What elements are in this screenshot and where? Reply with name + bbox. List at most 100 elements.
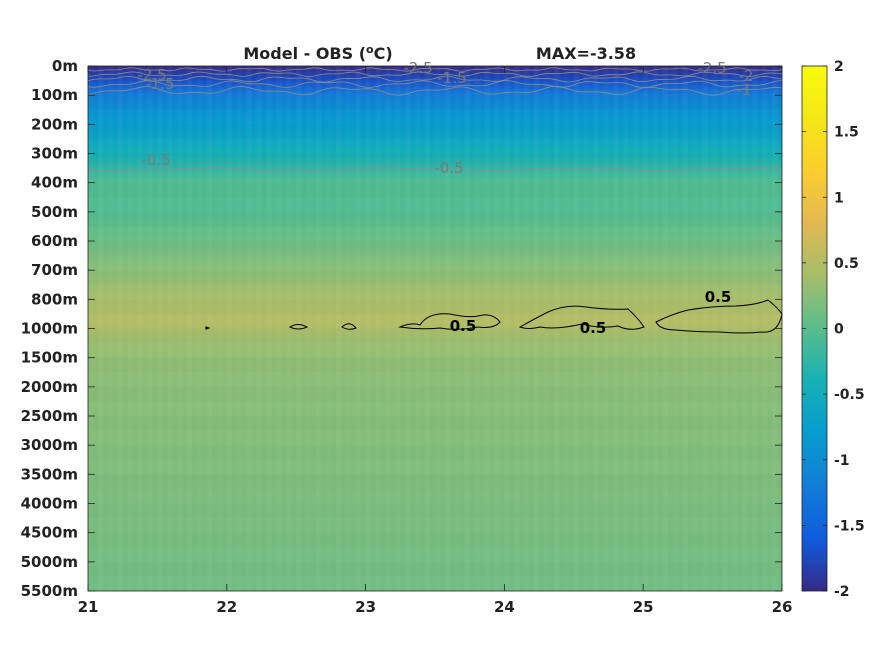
chart-title: Model - OBS (oC) <box>243 43 392 63</box>
texture-band <box>722 66 728 591</box>
texture-band <box>88 124 782 139</box>
texture-band <box>167 66 173 591</box>
contour-label: -2.5 <box>403 59 432 77</box>
contour-label: -2.5 <box>697 59 726 77</box>
texture-band <box>88 299 782 314</box>
y-tick-label: 4500m <box>21 524 78 542</box>
contour-line <box>87 80 783 89</box>
x-tick-label: 26 <box>772 598 793 616</box>
contour-line <box>87 85 783 96</box>
contour-line <box>398 313 501 330</box>
x-tick-label: 23 <box>355 598 376 616</box>
y-tick-label: 2000m <box>21 378 78 396</box>
texture-band <box>88 329 782 344</box>
contour-label: 0.5 <box>705 288 732 306</box>
texture-band <box>88 474 782 489</box>
max-annotation: MAX=-3.58 <box>536 44 636 63</box>
contour-label: -2.5 <box>137 66 166 84</box>
x-tick-label: 21 <box>78 598 99 616</box>
texture-band <box>97 66 103 591</box>
texture-band <box>375 66 381 591</box>
contour-line <box>87 75 783 83</box>
y-tick-label: 1500m <box>21 349 78 367</box>
texture-band <box>613 66 619 591</box>
y-tick-label: 600m <box>31 232 78 250</box>
texture-band <box>246 66 252 591</box>
texture-band <box>593 66 599 591</box>
texture-band <box>355 66 361 591</box>
x-tick-label: 22 <box>216 598 237 616</box>
x-tick-label: 25 <box>633 598 654 616</box>
y-tick-label: 400m <box>31 174 78 192</box>
y-axis: 0m 100m 200m 300m 400m 500m 600m 700m 800m 1000m 1… <box>21 57 782 600</box>
colorbar-tick-label: -1.5 <box>834 518 865 534</box>
contour-label: -1 <box>737 81 752 99</box>
texture-band <box>207 66 212 591</box>
texture-band <box>88 212 782 227</box>
texture-band <box>226 66 232 591</box>
y-tick-label: 3000m <box>21 436 78 454</box>
colorbar-tick-label: 0.5 <box>834 256 859 272</box>
texture-band <box>643 66 649 591</box>
colorbar-tick-label: -0.5 <box>834 387 865 403</box>
texture-band <box>137 66 143 591</box>
contour-label: -2 <box>739 67 754 85</box>
y-tick-label: 500m <box>31 203 78 221</box>
contour-line <box>87 67 783 72</box>
contour-line <box>87 71 783 77</box>
texture-band <box>573 66 579 591</box>
y-tick-label: 800m <box>31 290 78 308</box>
x-axis: 21 22 23 24 25 26 <box>78 66 793 616</box>
texture-band <box>88 416 782 431</box>
texture-band <box>742 66 748 591</box>
plot-area: -2.5-1.5-2.5-1.5-2.5 -2-1-0.5 -0.50.5 0.50.… <box>87 59 783 592</box>
texture-band <box>88 358 782 373</box>
contour-line <box>518 305 645 330</box>
texture-band <box>405 66 411 591</box>
contour-line <box>87 167 783 172</box>
contour-label: -0.5 <box>434 159 463 177</box>
colorbar-tick-label: 0 <box>834 322 844 338</box>
y-tick-label: 300m <box>31 145 78 163</box>
contour-label: -0.5 <box>141 151 170 169</box>
colorbar-tick-label: 1 <box>834 190 844 206</box>
contour-line <box>205 326 211 330</box>
colorbar-tick-label: 1.5 <box>834 125 859 141</box>
y-tick-label: 700m <box>31 261 78 279</box>
texture-band <box>484 66 490 591</box>
texture-band <box>682 66 688 591</box>
contour-line <box>288 324 309 330</box>
texture-band <box>88 445 782 460</box>
texture-band <box>187 66 193 591</box>
texture-band <box>316 66 321 591</box>
y-tick-label: 3500m <box>21 465 78 483</box>
y-tick-label: 4000m <box>21 495 78 513</box>
y-tick-label: 100m <box>31 86 78 104</box>
colorbar-ticks: -2 -1.5 -1 -0.5 0 0.5 1 1.5 2 <box>802 59 865 600</box>
y-tick-label: 200m <box>31 115 78 133</box>
texture-band <box>534 66 540 591</box>
y-tick-label: 0m <box>52 57 78 75</box>
contour-label: 0.5 <box>450 317 477 335</box>
colorbar-strip <box>801 65 828 592</box>
contour-label: -1.5 <box>145 75 174 93</box>
texture-band <box>88 95 782 110</box>
colorbar-tick-label: -2 <box>834 584 850 600</box>
texture-band <box>88 183 782 198</box>
x-tick-label: 24 <box>494 598 515 616</box>
texture-band <box>554 66 559 591</box>
y-tick-label: 2500m <box>21 407 78 425</box>
colorbar: -2 -1.5 -1 -0.5 0 0.5 1 1.5 2 <box>801 59 865 600</box>
colorbar-tick-label: -1 <box>834 453 850 469</box>
contour-line <box>341 323 357 330</box>
texture-band <box>88 241 782 256</box>
texture-band <box>702 66 708 591</box>
texture-band <box>88 504 782 519</box>
texture-band <box>335 66 341 591</box>
colorbar-tick-label: 2 <box>834 59 844 75</box>
contour-label: -1.5 <box>437 69 466 87</box>
contour-labels: -2.5-1.5-2.5-1.5-2.5 -2-1-0.5 -0.50.5 0.50.… <box>137 59 753 337</box>
texture-band <box>88 533 782 548</box>
y-tick-label: 5000m <box>21 553 78 571</box>
